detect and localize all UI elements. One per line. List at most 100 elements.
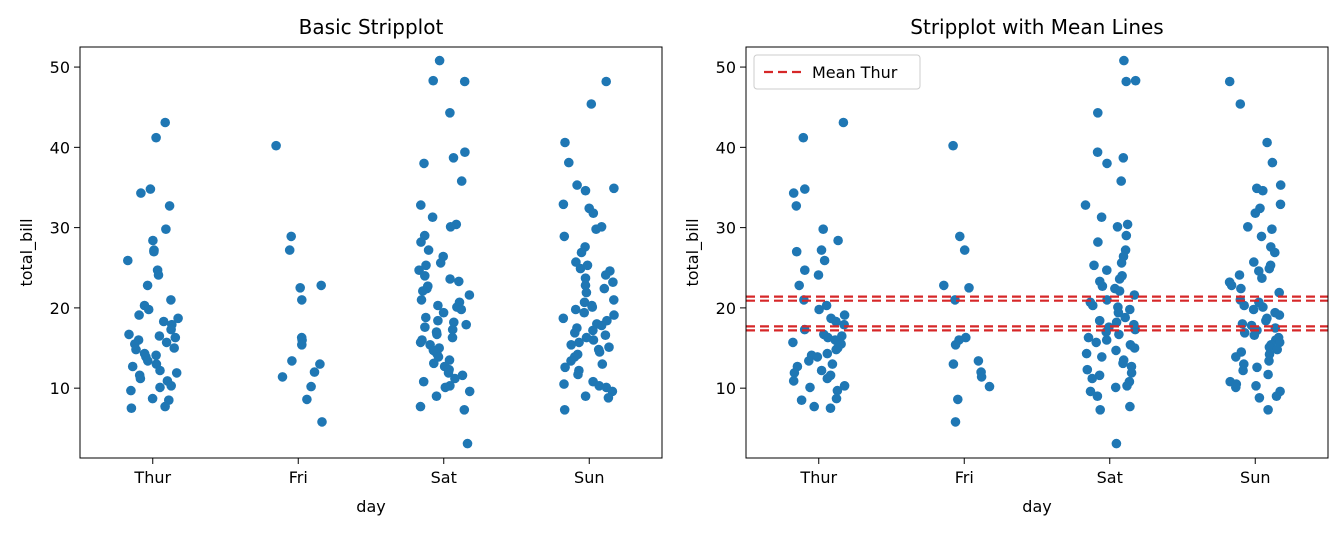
data-point <box>429 358 439 369</box>
data-point <box>1121 230 1132 241</box>
y-tick-label: 50 <box>50 58 70 77</box>
data-point <box>170 332 181 343</box>
data-point <box>604 342 614 353</box>
chart-title: Stripplot with Mean Lines <box>910 15 1163 39</box>
data-point <box>576 247 587 258</box>
data-point <box>153 270 164 280</box>
data-point <box>839 310 850 320</box>
data-point <box>579 297 590 308</box>
data-point <box>587 302 598 312</box>
data-point <box>1102 265 1112 276</box>
data-point <box>976 372 987 382</box>
data-point <box>601 76 611 87</box>
data-point <box>160 401 170 412</box>
data-point <box>804 356 814 366</box>
data-point <box>831 344 841 355</box>
data-point <box>161 337 172 348</box>
data-point <box>559 231 570 242</box>
data-point <box>419 158 429 169</box>
chart-stripplot-mean-lines: 10 20 30 40 50 Thur Fri Sat Sun Stripplot with Me… <box>683 15 1329 516</box>
data-point <box>798 132 809 143</box>
data-point <box>1249 330 1260 341</box>
data-point <box>445 108 455 118</box>
data-point <box>1110 382 1121 393</box>
data-point <box>809 401 819 412</box>
data-point <box>1274 287 1284 298</box>
data-point <box>580 185 591 196</box>
data-point <box>609 183 619 194</box>
data-point <box>1087 373 1097 384</box>
data-point <box>1226 280 1237 291</box>
data-point <box>1231 352 1241 362</box>
plot-frame <box>79 46 663 459</box>
data-point <box>1125 401 1135 412</box>
data-point <box>1102 158 1112 169</box>
data-point <box>822 348 833 359</box>
data-point <box>286 231 297 242</box>
data-point <box>445 274 455 284</box>
data-point <box>822 373 833 384</box>
data-point <box>415 337 426 348</box>
data-point <box>1243 222 1253 232</box>
data-point <box>1122 219 1133 230</box>
data-point <box>456 304 467 315</box>
data-point <box>297 340 307 350</box>
data-point <box>789 368 800 378</box>
data-point <box>831 316 841 327</box>
data-point <box>564 157 574 168</box>
data-point <box>1085 386 1096 397</box>
data-point <box>148 235 158 246</box>
data-point <box>580 280 591 291</box>
data-point <box>570 328 580 338</box>
data-point <box>1263 405 1273 415</box>
x-axis-label: day <box>1022 497 1051 516</box>
data-point <box>609 295 619 305</box>
data-point <box>586 99 597 109</box>
data-point <box>600 270 611 280</box>
data-point <box>155 382 165 393</box>
data-point <box>575 263 586 274</box>
y-axis-label: total_bill <box>683 218 703 286</box>
data-point <box>805 382 815 393</box>
data-point <box>166 381 176 391</box>
x-axis-label: day <box>356 497 385 516</box>
data-point <box>460 147 470 157</box>
data-point <box>950 417 961 427</box>
data-point <box>1258 302 1268 312</box>
data-point <box>155 365 165 376</box>
data-point <box>559 405 570 415</box>
data-point <box>297 295 307 305</box>
data-point <box>173 313 183 324</box>
x-tick-label: Fri <box>289 468 308 487</box>
data-point <box>1101 335 1112 345</box>
y-axis-label: total_bill <box>17 218 37 286</box>
data-point <box>573 369 583 380</box>
data-point <box>1256 231 1267 242</box>
data-point <box>816 245 827 255</box>
data-point <box>420 271 430 281</box>
data-point <box>421 312 431 323</box>
data-point <box>1129 343 1140 353</box>
data-point <box>560 137 570 148</box>
data-point <box>1248 304 1259 315</box>
data-point <box>588 325 598 336</box>
data-point <box>1239 300 1249 311</box>
data-point <box>1234 270 1245 280</box>
data-point <box>1236 283 1246 294</box>
data-point <box>435 258 446 268</box>
data-point <box>134 310 144 320</box>
data-point <box>1120 312 1130 323</box>
data-point <box>164 201 175 211</box>
data-point <box>456 176 467 186</box>
data-point <box>284 245 295 255</box>
data-point <box>959 245 970 255</box>
data-point <box>1235 99 1246 109</box>
x-tick-label: Sun <box>1240 468 1270 487</box>
data-point <box>796 395 807 406</box>
y-tick-label: 10 <box>50 379 70 398</box>
data-point <box>1274 337 1285 348</box>
data-point <box>461 319 472 330</box>
data-point <box>1274 310 1285 320</box>
data-point <box>560 362 570 373</box>
data-point <box>271 140 281 151</box>
